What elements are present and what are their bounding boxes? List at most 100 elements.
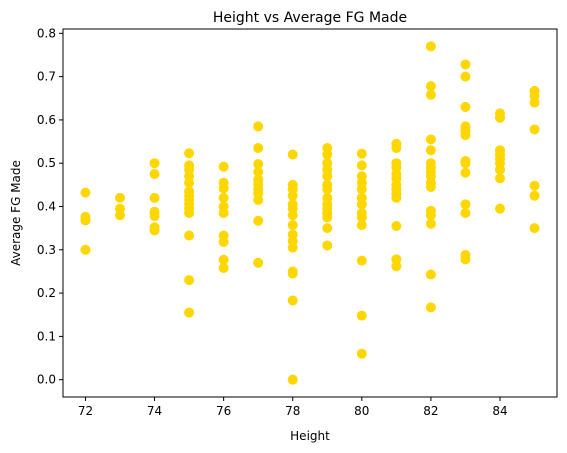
data-point xyxy=(287,374,298,385)
data-point xyxy=(356,220,367,231)
data-point xyxy=(253,121,264,132)
chart-title: Height vs Average FG Made xyxy=(213,10,407,26)
y-tick-label: 0.8 xyxy=(37,26,56,40)
data-point xyxy=(356,310,367,321)
data-point xyxy=(356,148,367,159)
data-point xyxy=(149,169,160,180)
data-point xyxy=(391,192,402,203)
data-point xyxy=(80,244,91,255)
data-point xyxy=(460,199,471,210)
data-point xyxy=(425,81,436,92)
data-point xyxy=(322,149,333,160)
data-point xyxy=(184,208,195,218)
y-tick-label: 0.2 xyxy=(37,286,56,300)
data-point xyxy=(495,173,505,184)
x-axis-ticks: 72 74 76 78 80 82 84 xyxy=(78,397,508,418)
data-point xyxy=(149,158,160,169)
data-point xyxy=(287,220,298,231)
data-point xyxy=(425,182,436,193)
data-point xyxy=(425,134,436,145)
data-point xyxy=(460,59,471,70)
data-point xyxy=(184,148,195,159)
data-point xyxy=(356,348,367,359)
y-tick-label: 0.0 xyxy=(37,373,56,387)
data-points xyxy=(80,41,540,385)
data-point xyxy=(287,149,298,160)
x-tick-label: 80 xyxy=(354,404,369,418)
data-point xyxy=(115,210,125,221)
data-point xyxy=(425,302,436,313)
data-point xyxy=(287,210,298,221)
data-point xyxy=(356,199,367,210)
data-point xyxy=(184,275,195,286)
data-point xyxy=(80,187,91,198)
data-point xyxy=(425,218,436,229)
data-point xyxy=(425,41,436,52)
y-axis-ticks: 0.0 0.1 0.2 0.3 0.4 0.5 0.6 0.7 0.8 xyxy=(37,26,63,387)
data-point xyxy=(287,295,298,306)
x-tick-label: 76 xyxy=(216,404,231,418)
data-point xyxy=(495,112,505,123)
data-point xyxy=(287,242,298,253)
data-point xyxy=(184,230,195,241)
data-point xyxy=(460,254,471,265)
data-point xyxy=(322,184,333,195)
x-tick-label: 78 xyxy=(285,404,300,418)
data-point xyxy=(218,262,229,273)
data-point xyxy=(322,240,333,251)
data-point xyxy=(391,254,402,265)
data-point xyxy=(356,255,367,266)
data-point xyxy=(529,223,540,234)
data-point xyxy=(322,171,333,182)
data-point xyxy=(460,158,471,169)
data-point xyxy=(149,192,160,203)
data-point xyxy=(425,269,436,280)
x-tick-label: 72 xyxy=(78,404,93,418)
data-point xyxy=(460,208,471,218)
data-point xyxy=(253,215,264,226)
data-point xyxy=(425,210,436,221)
y-tick-label: 0.5 xyxy=(37,156,56,170)
data-point xyxy=(287,268,298,279)
x-tick-label: 74 xyxy=(147,404,162,418)
data-point xyxy=(529,180,540,191)
data-point xyxy=(391,220,402,231)
data-point xyxy=(322,212,333,223)
data-point xyxy=(80,215,91,226)
data-point xyxy=(287,190,298,201)
data-point xyxy=(425,89,436,100)
data-point xyxy=(322,223,333,234)
data-point xyxy=(184,177,195,188)
data-point xyxy=(460,71,471,82)
data-point xyxy=(529,124,540,135)
data-point xyxy=(149,211,160,222)
y-axis-label: Average FG Made xyxy=(9,160,23,266)
data-point xyxy=(253,143,264,154)
y-tick-label: 0.4 xyxy=(37,200,56,214)
data-point xyxy=(218,237,229,248)
plot-frame xyxy=(62,28,558,398)
data-point xyxy=(184,307,195,318)
data-point xyxy=(495,203,505,214)
data-point xyxy=(253,257,264,268)
data-point xyxy=(253,166,264,177)
data-point xyxy=(529,190,540,201)
x-axis-label: Height xyxy=(290,429,330,443)
y-tick-label: 0.7 xyxy=(37,70,56,84)
data-point xyxy=(356,184,367,195)
x-tick-label: 84 xyxy=(492,404,507,418)
data-point xyxy=(391,261,402,272)
data-point xyxy=(495,164,505,175)
y-tick-label: 0.1 xyxy=(37,329,56,343)
data-point xyxy=(356,212,367,223)
data-point xyxy=(149,225,160,236)
data-point xyxy=(218,208,229,218)
data-point xyxy=(460,167,471,178)
data-point xyxy=(356,160,367,171)
data-point xyxy=(253,159,264,170)
data-point xyxy=(253,195,264,206)
data-point xyxy=(218,161,229,172)
data-point xyxy=(218,183,229,194)
data-point xyxy=(460,130,471,141)
